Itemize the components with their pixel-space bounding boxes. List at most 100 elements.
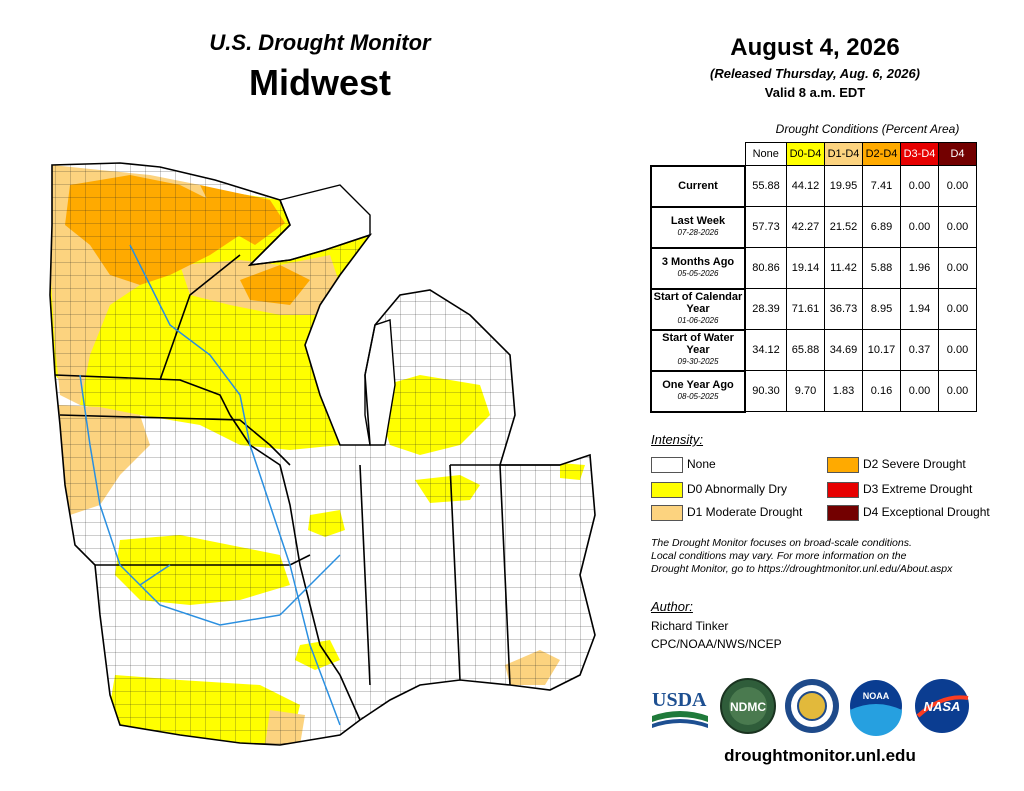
row-date: 01-06-2026 xyxy=(677,316,719,325)
legend-label: D2 Severe Drought xyxy=(863,457,966,471)
note-line: Local conditions may vary. For more info… xyxy=(651,550,907,562)
table-cell: 71.61 xyxy=(786,288,825,330)
table-cell: 10.17 xyxy=(862,329,901,371)
column-header: D2-D4 xyxy=(862,142,901,166)
drought-conditions-table: None D0-D4 D1-D4 D2-D4 D3-D4 D4 Current 5… xyxy=(650,142,977,413)
note-line: The Drought Monitor focuses on broad-sca… xyxy=(651,537,912,549)
row-label: Last Week 07-28-2026 xyxy=(650,205,746,249)
table-cell: 42.27 xyxy=(786,206,825,248)
legend-label: D1 Moderate Drought xyxy=(687,505,803,519)
legend-swatch xyxy=(651,482,683,498)
row-label: Start of Water Year 09-30-2025 xyxy=(650,328,746,372)
table-cell: 0.00 xyxy=(938,370,977,412)
table-cell: 19.95 xyxy=(824,165,863,207)
table-title: Drought Conditions (Percent Area) xyxy=(775,122,960,136)
table-cell: 5.88 xyxy=(862,247,901,289)
table-cell: 0.00 xyxy=(938,329,977,371)
table-row: Last Week 07-28-2026 57.73 42.27 21.52 6.89 0.… xyxy=(650,205,977,249)
svg-text:USDA: USDA xyxy=(652,689,707,711)
author-name: Richard Tinker xyxy=(651,619,729,633)
legend-swatch xyxy=(651,457,683,473)
partner-logos: USDA NDMC NOAA NASA xyxy=(652,678,969,736)
row-label-text: One Year Ago xyxy=(662,379,734,391)
table-cell: 44.12 xyxy=(786,165,825,207)
release-date: (Released Thursday, Aug. 6, 2026) xyxy=(710,66,920,81)
table-cell: 0.00 xyxy=(938,288,977,330)
table-cell: 19.14 xyxy=(786,247,825,289)
intensity-heading: Intensity: xyxy=(651,432,704,447)
website-url: droughtmonitor.unl.edu xyxy=(724,746,916,765)
legend-label: D0 Abnormally Dry xyxy=(687,482,788,496)
table-cell: 21.52 xyxy=(824,206,863,248)
row-date: 09-30-2025 xyxy=(677,357,719,366)
row-label-text: 3 Months Ago xyxy=(661,256,735,268)
table-body: Current 55.88 44.12 19.95 7.41 0.00 0.00 Last W… xyxy=(650,164,977,413)
row-label: 3 Months Ago 05-05-2026 xyxy=(650,246,746,290)
date-header: August 4, 2026 (Released Thursday, Aug. … xyxy=(650,34,980,100)
legend-swatch xyxy=(827,505,859,521)
row-label-text: Start of Calendar Year xyxy=(653,291,743,315)
table-cell: 0.00 xyxy=(900,206,939,248)
table-cell: 9.70 xyxy=(786,370,825,412)
noaa-logo: NOAA xyxy=(850,680,902,736)
table-cell: 90.30 xyxy=(744,370,787,412)
row-label: Start of Calendar Year 01-06-2026 xyxy=(650,287,746,331)
row-date: 08-05-2025 xyxy=(677,392,719,401)
table-cell: 0.00 xyxy=(900,165,939,207)
map-date: August 4, 2026 xyxy=(730,34,900,61)
table-cell: 55.88 xyxy=(744,165,787,207)
commerce-seal-logo xyxy=(785,679,839,733)
row-label-text: Start of Water Year xyxy=(662,332,734,356)
table-cell: 34.69 xyxy=(824,329,863,371)
table-cell: 36.73 xyxy=(824,288,863,330)
table-cell: 0.00 xyxy=(938,165,977,207)
valid-time: Valid 8 a.m. EDT xyxy=(764,85,866,100)
legend-swatch xyxy=(651,505,683,521)
column-header: None xyxy=(744,142,787,166)
legend-swatch xyxy=(827,457,859,473)
nasa-logo: NASA xyxy=(915,679,969,733)
row-label: Current xyxy=(650,164,746,208)
table-cell: 0.37 xyxy=(900,329,939,371)
table-cell: 28.39 xyxy=(744,288,787,330)
row-label-text: Current xyxy=(678,180,718,192)
map-header: U.S. Drought Monitor Midwest xyxy=(150,30,490,104)
table-cell: 8.95 xyxy=(862,288,901,330)
table-cell: 1.96 xyxy=(900,247,939,289)
svg-text:NASA: NASA xyxy=(924,699,961,714)
row-date: 05-05-2026 xyxy=(677,269,719,278)
table-row: Current 55.88 44.12 19.95 7.41 0.00 0.00 xyxy=(650,164,977,208)
table-cell: 1.83 xyxy=(824,370,863,412)
rivers xyxy=(79,244,341,726)
table-cell: 1.94 xyxy=(900,288,939,330)
region-title: Midwest xyxy=(248,62,391,103)
legend-label: None xyxy=(687,457,716,471)
row-label-text: Last Week xyxy=(670,215,726,227)
table-row: Start of Calendar Year 01-06-2026 28.39 71.… xyxy=(650,287,977,331)
row-label: One Year Ago 08-05-2025 xyxy=(650,369,746,413)
table-cell: 0.00 xyxy=(938,247,977,289)
svg-text:NOAA: NOAA xyxy=(863,691,890,701)
table-cell: 0.00 xyxy=(938,206,977,248)
table-row: 3 Months Ago 05-05-2026 80.86 19.14 11.42 5.8… xyxy=(650,246,977,290)
table-row: One Year Ago 08-05-2025 90.30 9.70 1.83 0.16 0… xyxy=(650,369,977,413)
usda-logo: USDA xyxy=(652,689,708,728)
table-cell: 0.16 xyxy=(862,370,901,412)
ndmc-logo: NDMC xyxy=(720,678,776,734)
table-row: Start of Water Year 09-30-2025 34.12 65.88 3… xyxy=(650,328,977,372)
legend-label: D3 Extreme Drought xyxy=(863,482,973,496)
drought-map xyxy=(49,162,596,746)
organization-title: U.S. Drought Monitor xyxy=(209,30,431,55)
state-boundaries xyxy=(49,162,596,746)
note-line: Drought Monitor, go to https://droughtmo… xyxy=(651,563,953,575)
table-header-row: None D0-D4 D1-D4 D2-D4 D3-D4 D4 xyxy=(651,142,977,166)
row-date: 07-28-2026 xyxy=(677,228,719,237)
author-heading: Author: xyxy=(651,599,693,614)
author-organization: CPC/NOAA/NWS/NCEP xyxy=(651,637,782,651)
table-cell: 6.89 xyxy=(862,206,901,248)
svg-text:NDMC: NDMC xyxy=(730,700,766,714)
table-cell: 57.73 xyxy=(744,206,787,248)
legend-swatch xyxy=(827,482,859,498)
column-header: D0-D4 xyxy=(786,142,825,166)
disclaimer-note: The Drought Monitor focuses on broad-sca… xyxy=(651,537,991,576)
